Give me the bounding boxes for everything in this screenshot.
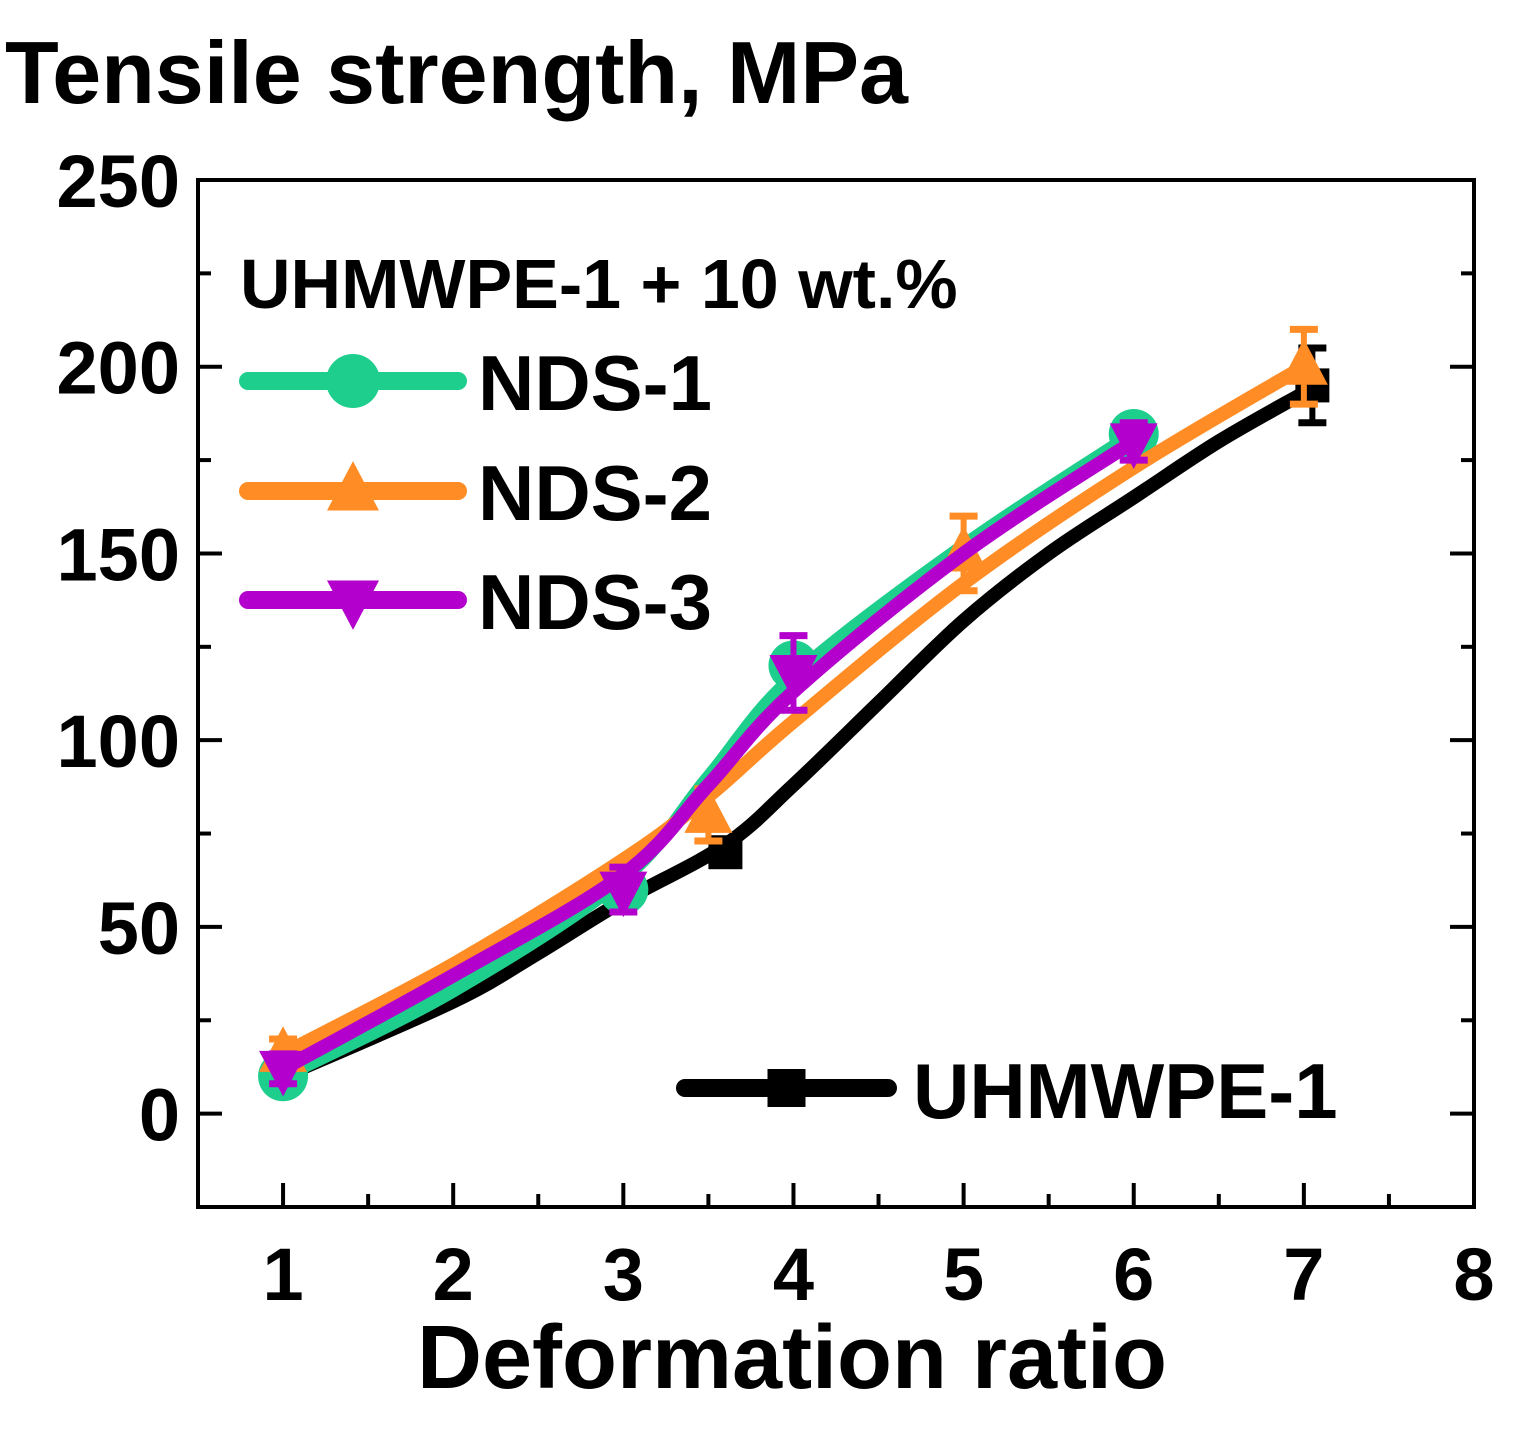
legend-entry-NDS-1: NDS-1 [239,339,712,427]
series-NDS-3 [259,419,1158,1097]
data-point [684,787,733,833]
y-tick-label: 0 [139,1074,180,1157]
data-point [259,1050,308,1097]
legend-marker [327,461,379,511]
x-tick-label: 5 [943,1233,984,1316]
y-tick-label: 200 [57,327,180,410]
legend-label: UHMWPE-1 [913,1047,1338,1135]
x-tick-label: 7 [1283,1233,1324,1316]
y-tick-label: 100 [57,700,180,783]
x-tick-label: 4 [773,1233,814,1316]
legend-label: NDS-2 [478,449,712,537]
legend: UHMWPE-1 NDS-1 NDS-2 NDS-3 [239,339,1338,1135]
x-tick-label: 3 [603,1233,644,1316]
axes-layer: 0 50 100 150 200 250 1 2 3 4 5 6 7 8 [57,140,1495,1316]
legend-entry-NDS-3: NDS-3 [239,558,712,646]
data-point [769,654,818,701]
x-tick-label: 6 [1113,1233,1154,1316]
series-line [276,359,1311,1061]
series-line [276,434,1141,1076]
x-tick-label: 8 [1453,1233,1494,1316]
x-axis-label: Deformation ratio [417,1308,1167,1408]
series-layer [258,325,1330,1102]
data-point [1109,423,1158,470]
x-tick-label: 2 [433,1233,474,1316]
x-tick-label: 1 [262,1233,303,1316]
legend-marker [326,354,380,408]
legend-entry-NDS-2: NDS-2 [239,449,712,537]
y-tick-label: 150 [57,513,180,596]
plot-frame [196,178,1476,1209]
legend-label: NDS-1 [478,339,712,427]
data-point [599,871,648,918]
legend-marker [327,580,379,630]
legend-marker [767,1069,806,1107]
y-tick-label: 50 [98,887,180,970]
series-line [276,385,1311,1084]
legend-title: UHMWPE-1 + 10 wt.% [240,245,958,323]
y-tick-label: 250 [57,140,180,223]
legend-entry-UHMWPE-1: UHMWPE-1 [676,1047,1338,1135]
chart-title: Tensile strength, MPa [5,23,909,122]
legend-label: NDS-3 [478,558,712,646]
data-point [1279,339,1328,385]
